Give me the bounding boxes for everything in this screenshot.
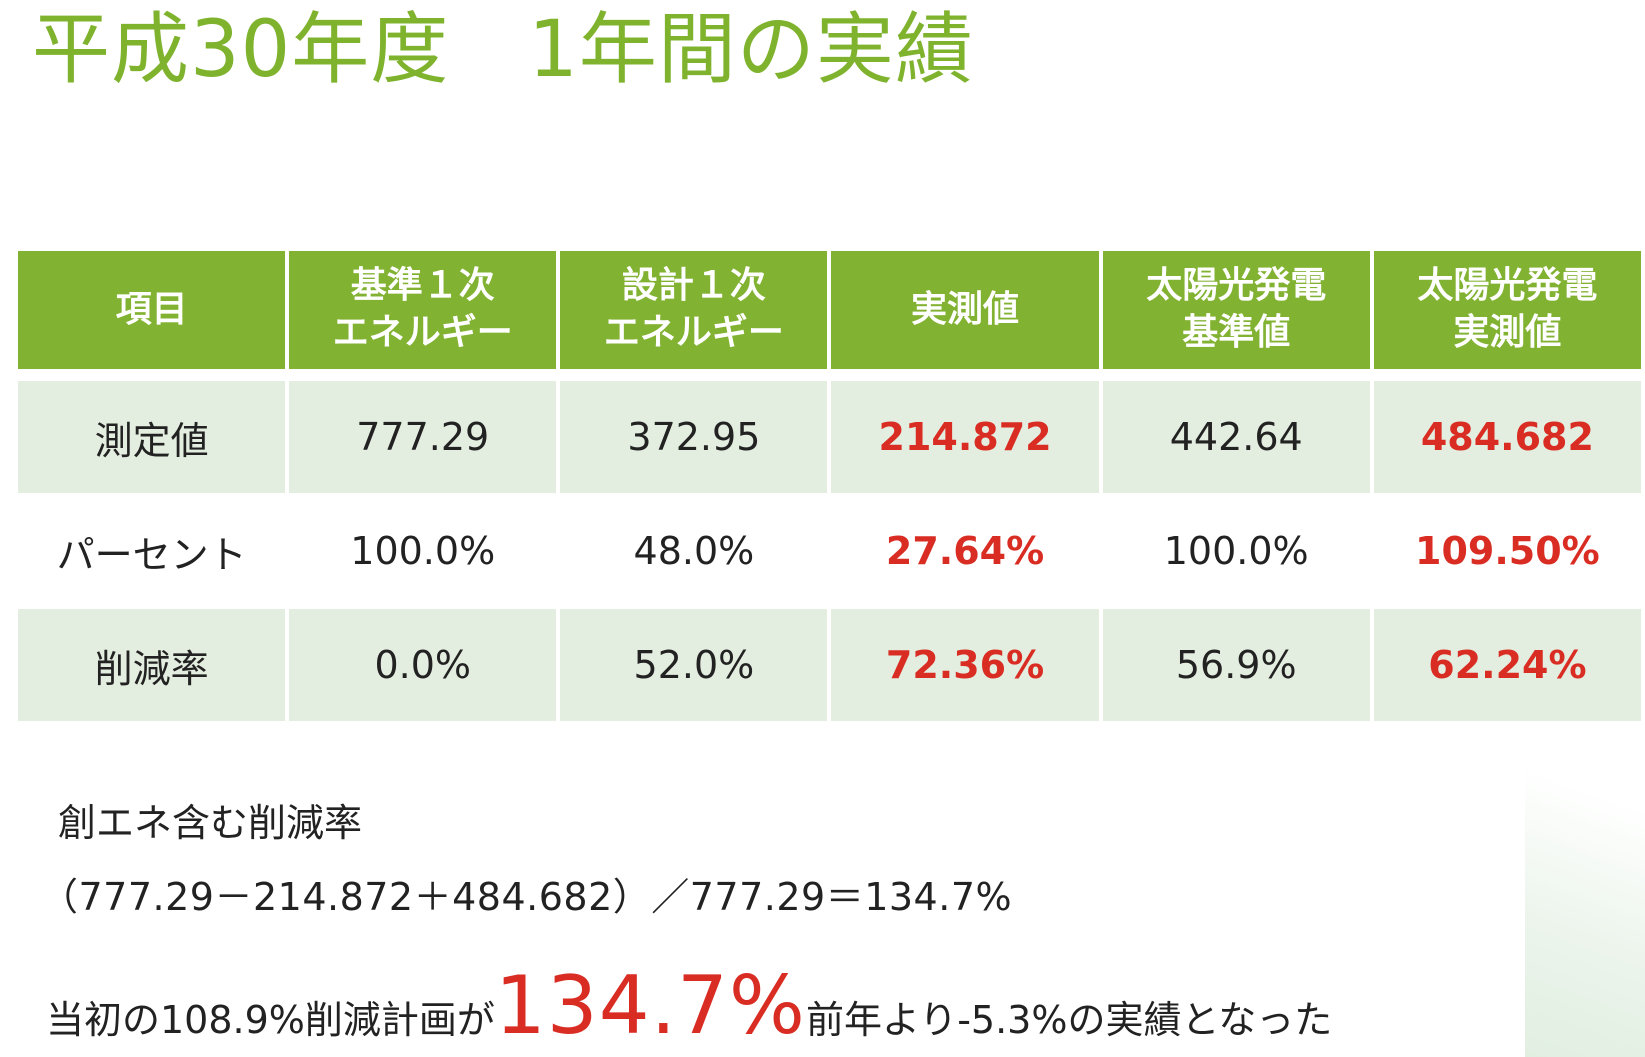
table-cell-highlight: 72.36% — [831, 609, 1099, 721]
table-cell: 52.0% — [560, 609, 828, 721]
summary-highlight-value: 134.7% — [494, 959, 806, 1052]
formula-caption: 創エネ含む削減率 — [58, 801, 363, 845]
row-label: 測定値 — [18, 381, 286, 493]
table-cell: 372.95 — [560, 381, 828, 493]
results-table: 項目 基準１次 エネルギー 設計１次 エネルギー 実測値 太陽光発電 基準値 太… — [14, 251, 1645, 721]
row-label: パーセント — [56, 532, 247, 577]
table-cell: 56.9% — [1102, 609, 1370, 721]
header-solar-measured-value: 太陽光発電 実測値 — [1373, 251, 1641, 381]
table-cell-highlight: 214.872 — [831, 381, 1099, 493]
table-row-percent: パーセント 100.0% 48.0% 27.64% 100.0% 109.50% — [18, 493, 1641, 609]
table-cell: 48.0% — [633, 529, 755, 573]
summary-line: 当初の108.9%削減計画が134.7%前年より-5.3%の実績となった — [46, 966, 1332, 1046]
table-header-row: 項目 基準１次 エネルギー 設計１次 エネルギー 実測値 太陽光発電 基準値 太… — [18, 251, 1641, 381]
summary-text-after: 前年より-5.3%の実績となった — [805, 998, 1333, 1042]
table-row-measurement: 測定値 777.29 372.95 214.872 442.64 484.682 — [18, 381, 1641, 493]
table-cell: 100.0% — [350, 529, 496, 573]
table-cell: 100.0% — [1163, 529, 1309, 573]
table-cell-highlight: 62.24% — [1373, 609, 1641, 721]
table-cell: 777.29 — [289, 381, 557, 493]
table-cell: 442.64 — [1102, 381, 1370, 493]
table-cell: 0.0% — [289, 609, 557, 721]
formula-expression: （777.29－214.872＋484.682）／777.29＝134.7% — [40, 875, 1013, 919]
header-design-primary-energy: 設計１次 エネルギー — [560, 251, 828, 381]
header-solar-standard-value: 太陽光発電 基準値 — [1102, 251, 1370, 381]
table-cell-highlight: 484.682 — [1373, 381, 1641, 493]
row-label: 削減率 — [18, 609, 286, 721]
header-measured-value: 実測値 — [831, 251, 1099, 381]
table-cell-highlight: 109.50% — [1415, 529, 1600, 573]
page-title: 平成30年度 1年間の実績 — [32, 5, 974, 95]
header-item: 項目 — [18, 251, 286, 381]
table-row-reduction-rate: 削減率 0.0% 52.0% 72.36% 56.9% 62.24% — [18, 609, 1641, 721]
header-standard-primary-energy: 基準１次 エネルギー — [289, 251, 557, 381]
summary-text-before: 当初の108.9%削減計画が — [46, 998, 495, 1042]
table-cell-highlight: 27.64% — [885, 529, 1045, 573]
